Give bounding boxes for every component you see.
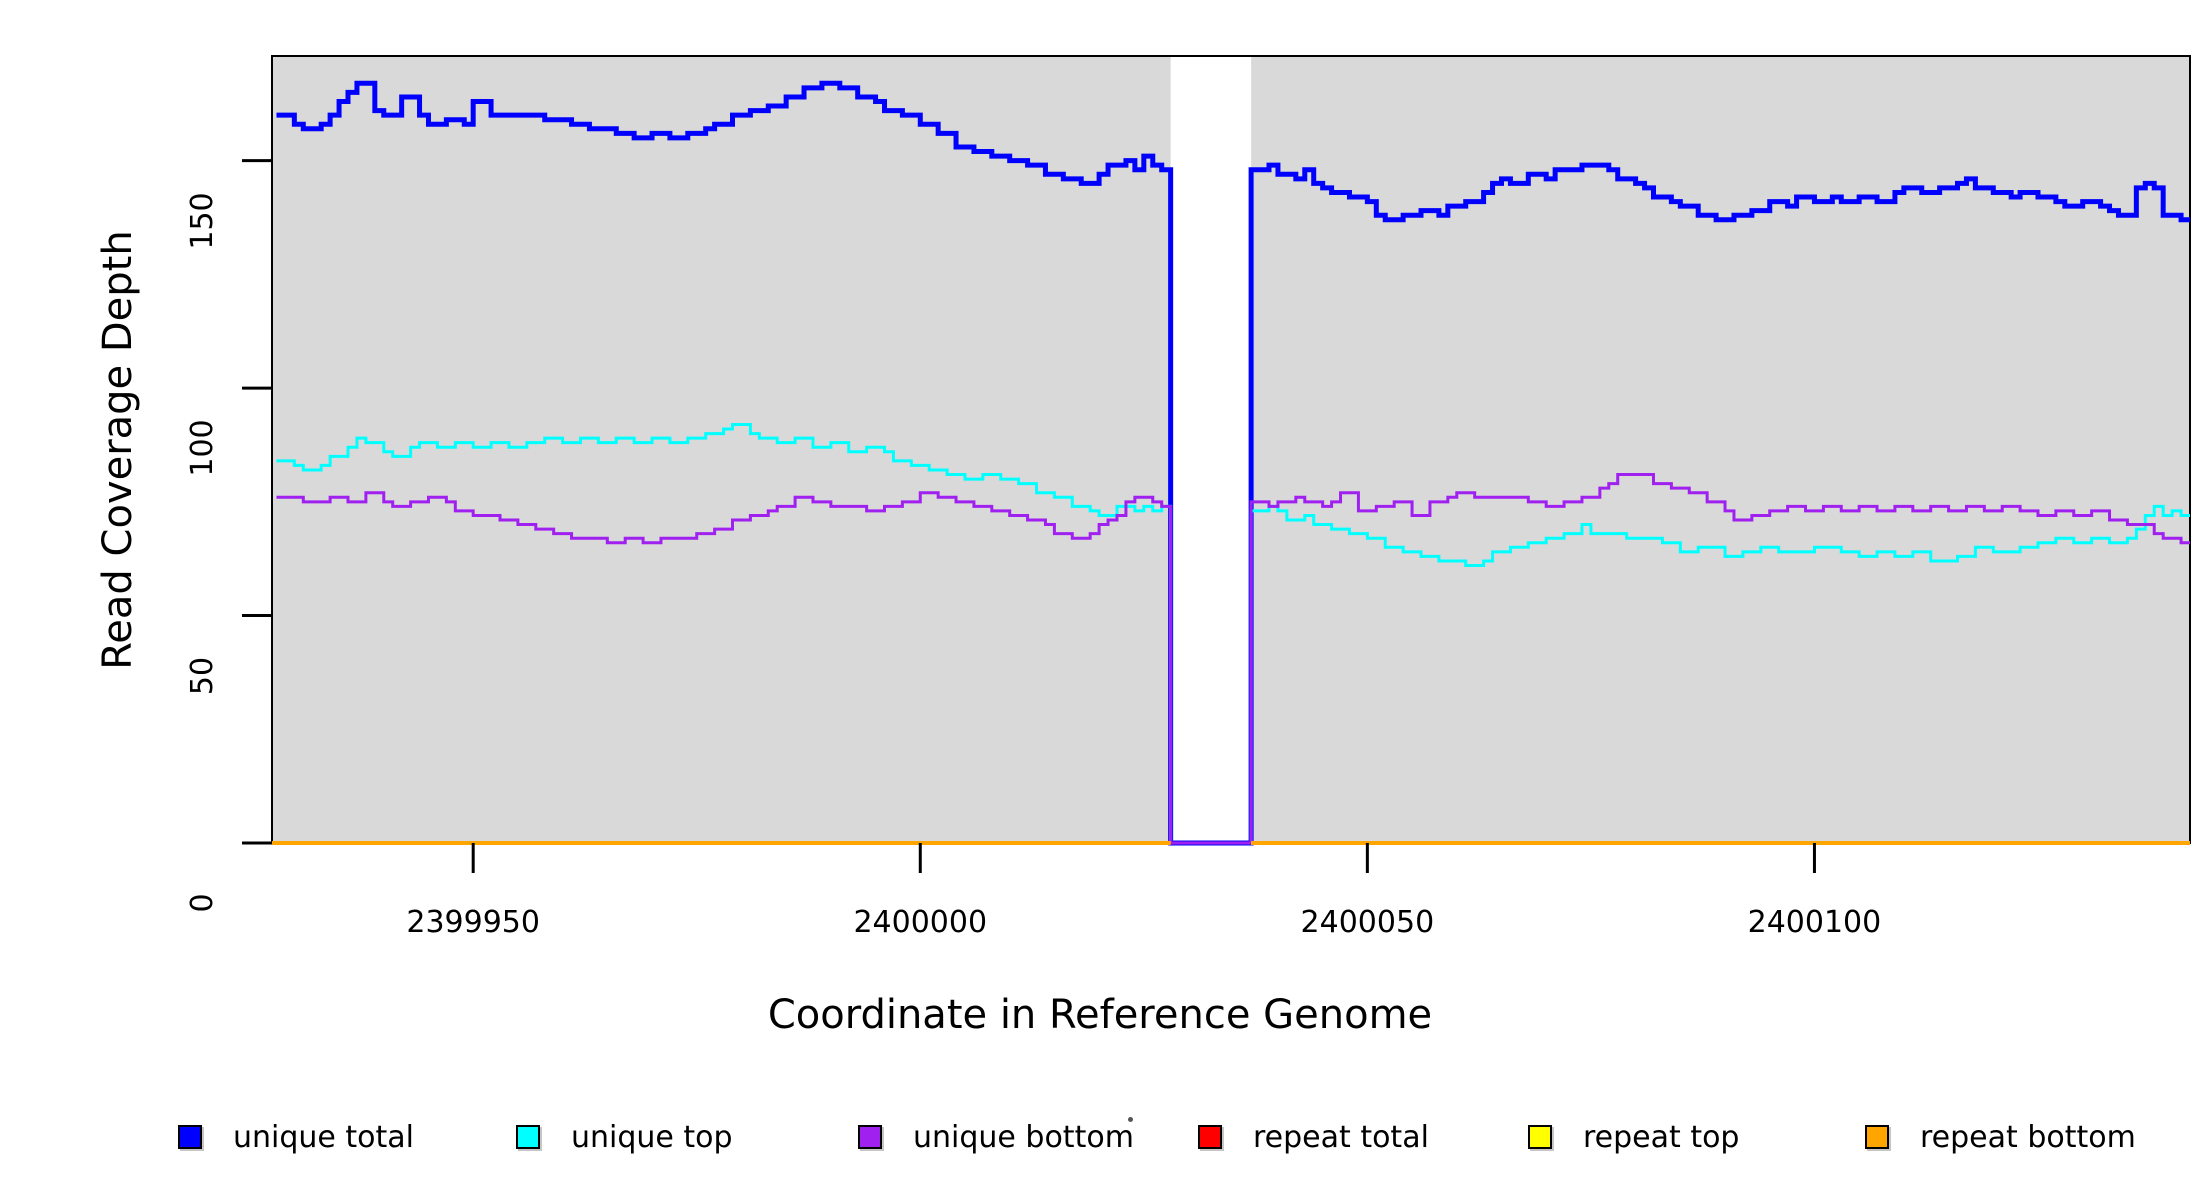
legend-swatch-repeat-total-icon bbox=[1198, 1125, 1222, 1149]
stray-dot-artifact bbox=[1128, 1117, 1133, 1122]
legend-item-repeat-total: repeat total bbox=[1198, 1117, 1429, 1157]
legend-label: repeat total bbox=[1253, 1119, 1429, 1155]
legend-item-unique-top: unique top bbox=[516, 1117, 733, 1157]
legend-label: repeat top bbox=[1583, 1119, 1740, 1155]
legend-item-unique-total: unique total bbox=[178, 1117, 414, 1157]
legend-label: unique top bbox=[571, 1119, 733, 1155]
y-tick-label-0: 0 bbox=[185, 893, 220, 913]
series-unique-bottom-line bbox=[276, 473, 2190, 845]
legend-swatch-unique-bottom-icon bbox=[858, 1125, 882, 1149]
legend-swatch-repeat-bottom-icon bbox=[1865, 1125, 1889, 1149]
y-tick-label-150: 150 bbox=[185, 192, 220, 250]
legend-swatch-repeat-top-icon bbox=[1528, 1125, 1552, 1149]
legend-item-unique-bottom: unique bottom bbox=[858, 1117, 1134, 1157]
x-axis-title: Coordinate in Reference Genome bbox=[767, 992, 1433, 1038]
legend-label: unique total bbox=[233, 1119, 415, 1155]
x-tick-label-2400000: 2400000 bbox=[853, 905, 988, 940]
x-tick-label-2400050: 2400050 bbox=[1300, 905, 1435, 940]
series-unique-total-line bbox=[276, 80, 2190, 846]
y-tick-label-100: 100 bbox=[185, 419, 220, 477]
y-tick-label-50: 50 bbox=[185, 656, 220, 695]
legend-swatch-unique-top-icon bbox=[516, 1125, 540, 1149]
legend-item-repeat-top: repeat top bbox=[1528, 1117, 1739, 1157]
series-group bbox=[272, 80, 2190, 846]
legend-item-repeat-bottom: repeat bottom bbox=[1865, 1117, 2136, 1157]
coverage-gap-region bbox=[1170, 56, 1252, 843]
legend-label: repeat bottom bbox=[1920, 1119, 2136, 1155]
x-tick-label-2399950: 2399950 bbox=[406, 905, 540, 940]
legend-label: unique bottom bbox=[913, 1119, 1134, 1155]
legend-swatch-unique-total-icon bbox=[178, 1125, 202, 1149]
x-tick-label-2400100: 2400100 bbox=[1747, 905, 1882, 940]
y-axis-title: Read Coverage Depth bbox=[95, 229, 141, 670]
